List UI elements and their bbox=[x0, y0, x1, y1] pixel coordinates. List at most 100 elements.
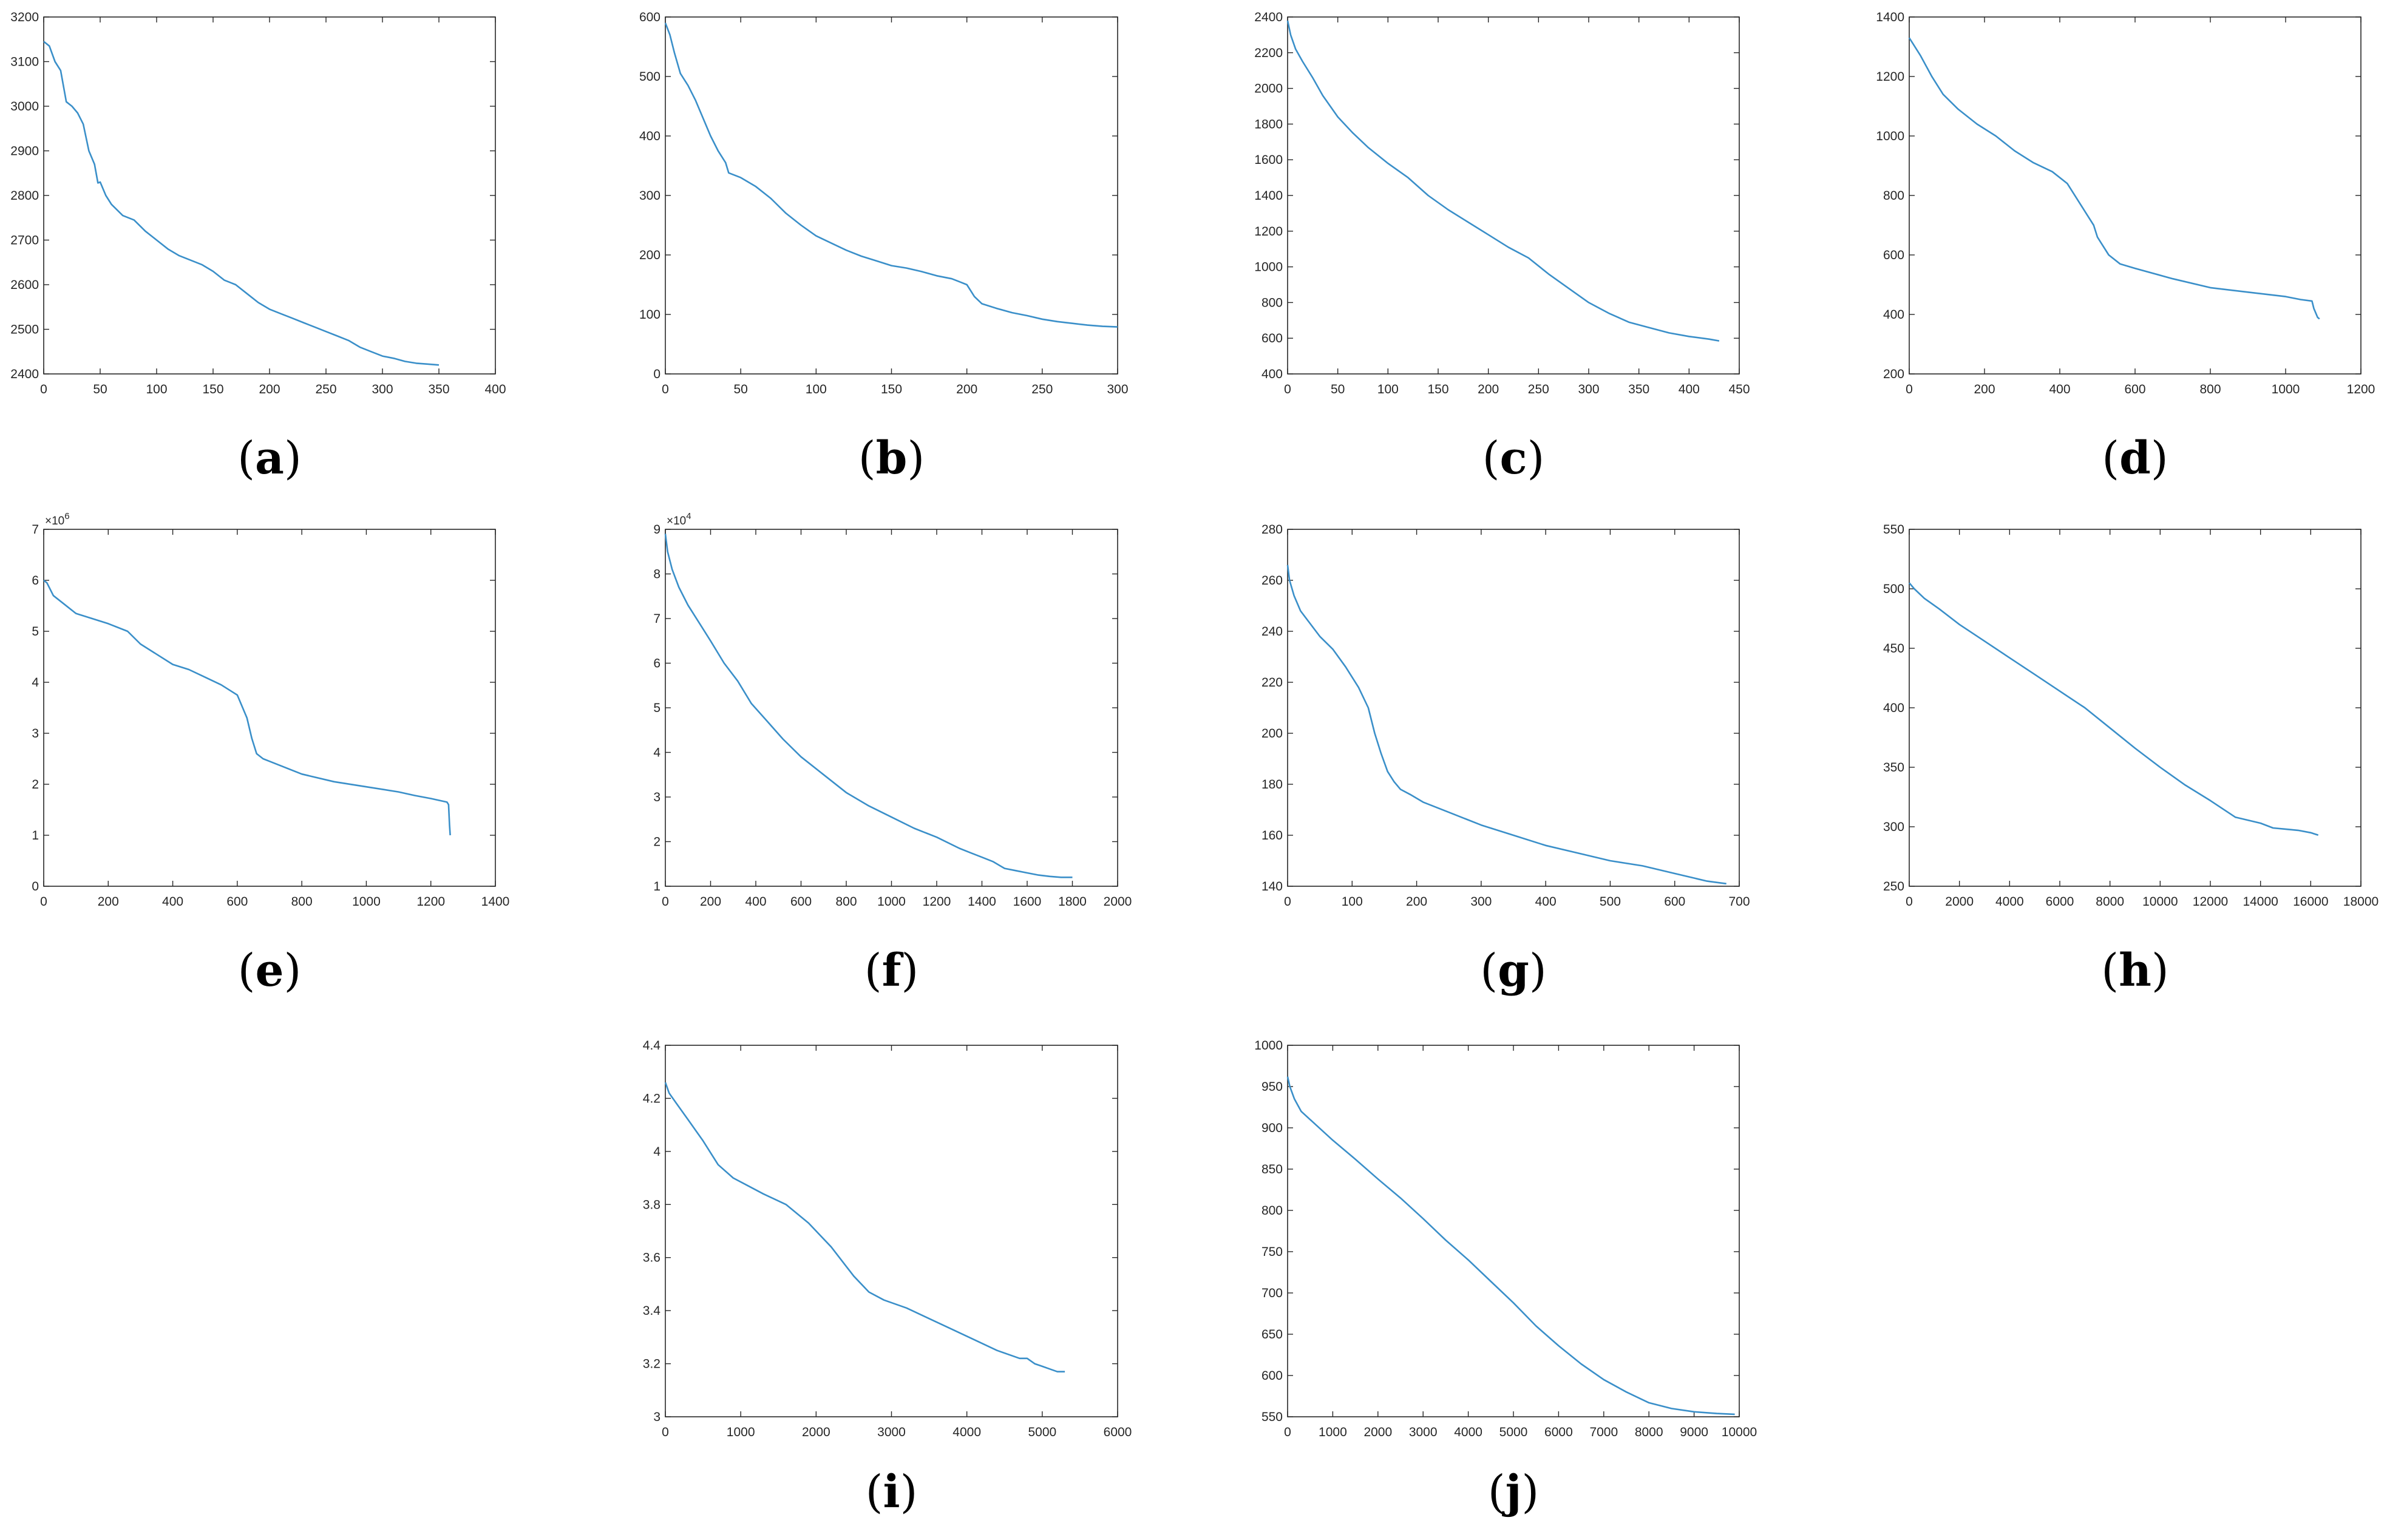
x-tick-label: 500 bbox=[1600, 895, 1621, 909]
x-tick-label: 400 bbox=[484, 382, 506, 396]
y-tick-label: 3100 bbox=[10, 55, 39, 69]
x-tick-label: 150 bbox=[881, 382, 902, 396]
x-tick-label: 150 bbox=[202, 382, 223, 396]
plot-area bbox=[665, 16, 1118, 375]
chart-panel: 0 50 100 150 200 250 300 0 100 200 300 400 500 600 bbox=[639, 10, 1129, 396]
x-tick-label: 300 bbox=[1578, 382, 1599, 396]
y-exponent-label: ×106 bbox=[45, 511, 70, 527]
x-tick-label: 200 bbox=[1974, 382, 1995, 396]
y-tick-label: 3 bbox=[32, 727, 39, 741]
x-tick-label: 7000 bbox=[1589, 1425, 1618, 1439]
x-tick-label: 16000 bbox=[2293, 895, 2328, 909]
y-tick-label: 2700 bbox=[10, 234, 39, 248]
y-tick-label: 1000 bbox=[1254, 260, 1283, 274]
x-tick-label: 2000 bbox=[1945, 895, 1974, 909]
panel-caption: (e) bbox=[237, 945, 302, 997]
y-tick-label: 800 bbox=[1261, 296, 1283, 310]
y-tick-label: 260 bbox=[1261, 574, 1283, 588]
plot-area bbox=[665, 529, 1118, 887]
x-tick-label: 4000 bbox=[1995, 895, 2024, 909]
x-tick-label: 200 bbox=[700, 895, 721, 909]
y-tick-label: 1000 bbox=[1876, 129, 1904, 143]
x-tick-label: 1600 bbox=[1013, 895, 1042, 909]
y-tick-label: 200 bbox=[1883, 367, 1904, 381]
x-tick-label: 600 bbox=[1664, 895, 1685, 909]
y-tick-label: 8 bbox=[653, 568, 660, 582]
x-tick-label: 600 bbox=[2124, 382, 2145, 396]
series-line bbox=[664, 534, 1073, 878]
y-tick-label: 900 bbox=[1261, 1121, 1283, 1135]
y-tick-label: 1 bbox=[32, 829, 39, 843]
x-tick-label: 250 bbox=[315, 382, 336, 396]
chart-panel: 0 2000 4000 6000 8000 10000 12000 14000 16000 180… bbox=[1883, 523, 2379, 909]
chart-panel: 0 200 400 600 800 1000 1200 1400 1600 1800 2000 1 2 3… bbox=[653, 511, 1132, 909]
x-tick-label: 300 bbox=[372, 382, 393, 396]
x-tick-label: 2000 bbox=[1104, 895, 1132, 909]
y-exponent-power: 4 bbox=[686, 511, 691, 521]
x-tick-label: 100 bbox=[806, 382, 827, 396]
plot-area bbox=[43, 16, 496, 375]
y-tick-label: 6 bbox=[32, 574, 39, 588]
plot-area bbox=[1909, 16, 2362, 375]
x-tick-label: 14000 bbox=[2243, 895, 2278, 909]
x-tick-label: 50 bbox=[93, 382, 107, 396]
x-tick-label: 0 bbox=[1284, 1425, 1291, 1439]
panel-caption: (c) bbox=[1482, 432, 1545, 484]
y-tick-label: 1200 bbox=[1876, 70, 1904, 84]
y-tick-label: 750 bbox=[1261, 1245, 1283, 1259]
x-tick-label: 50 bbox=[1331, 382, 1345, 396]
y-tick-label: 2 bbox=[32, 778, 39, 792]
x-tick-label: 300 bbox=[1470, 895, 1492, 909]
y-tick-label: 2500 bbox=[10, 323, 39, 337]
y-tick-label: 4 bbox=[653, 1145, 660, 1159]
y-tick-label: 550 bbox=[1261, 1410, 1283, 1424]
x-tick-label: 250 bbox=[1528, 382, 1549, 396]
x-tick-label: 18000 bbox=[2343, 895, 2379, 909]
y-tick-label: 4.4 bbox=[643, 1039, 661, 1053]
y-tick-label: 7 bbox=[32, 523, 39, 537]
x-tick-label: 800 bbox=[835, 895, 857, 909]
y-tick-label: 800 bbox=[1261, 1204, 1283, 1218]
y-tick-label: 2400 bbox=[1254, 10, 1283, 24]
x-tick-label: 1000 bbox=[2272, 382, 2300, 396]
y-tick-label: 280 bbox=[1261, 523, 1283, 537]
y-tick-label: 600 bbox=[1261, 1369, 1283, 1383]
y-tick-label: 4.2 bbox=[643, 1091, 660, 1105]
y-tick-label: 3 bbox=[653, 1410, 660, 1424]
y-tick-label: 3200 bbox=[10, 10, 39, 24]
y-tick-label: 200 bbox=[1261, 727, 1283, 741]
y-tick-label: 400 bbox=[1883, 308, 1904, 322]
plot-area bbox=[665, 1045, 1118, 1417]
y-tick-label: 1000 bbox=[1254, 1039, 1283, 1053]
y-tick-label: 5 bbox=[653, 701, 660, 715]
series-line bbox=[1286, 565, 1727, 885]
y-tick-label: 550 bbox=[1883, 523, 1904, 537]
y-tick-label: 300 bbox=[639, 189, 660, 203]
panel-caption: (h) bbox=[2101, 945, 2169, 997]
y-tick-label: 2000 bbox=[1254, 82, 1283, 96]
x-tick-label: 0 bbox=[662, 1425, 669, 1439]
chart-panel: 0 200 400 600 800 1000 12002004006008001000120… bbox=[1876, 10, 2375, 396]
y-tick-label: 3.8 bbox=[643, 1198, 660, 1212]
chart-panel: 0 50 100 150 200 250 300 350 400 450 400 600 800 1000… bbox=[1254, 10, 1750, 396]
x-tick-label: 8000 bbox=[1635, 1425, 1663, 1439]
y-tick-label: 400 bbox=[1261, 367, 1283, 381]
y-tick-label: 2200 bbox=[1254, 46, 1283, 60]
y-tick-label: 3000 bbox=[10, 100, 39, 114]
x-tick-label: 1000 bbox=[1319, 1425, 1347, 1439]
x-tick-label: 400 bbox=[745, 895, 766, 909]
x-tick-label: 350 bbox=[1628, 382, 1649, 396]
y-tick-label: 500 bbox=[1883, 582, 1904, 596]
y-tick-label: 0 bbox=[32, 880, 39, 894]
x-tick-label: 200 bbox=[1406, 895, 1427, 909]
y-tick-label: 3.4 bbox=[643, 1304, 661, 1318]
y-tick-label: 240 bbox=[1261, 625, 1283, 639]
x-tick-label: 400 bbox=[2049, 382, 2070, 396]
y-tick-label: 1200 bbox=[1254, 225, 1283, 239]
series-line bbox=[1286, 1076, 1735, 1416]
series-line bbox=[43, 579, 451, 836]
series-line bbox=[1908, 37, 2320, 320]
x-tick-label: 300 bbox=[1107, 382, 1128, 396]
